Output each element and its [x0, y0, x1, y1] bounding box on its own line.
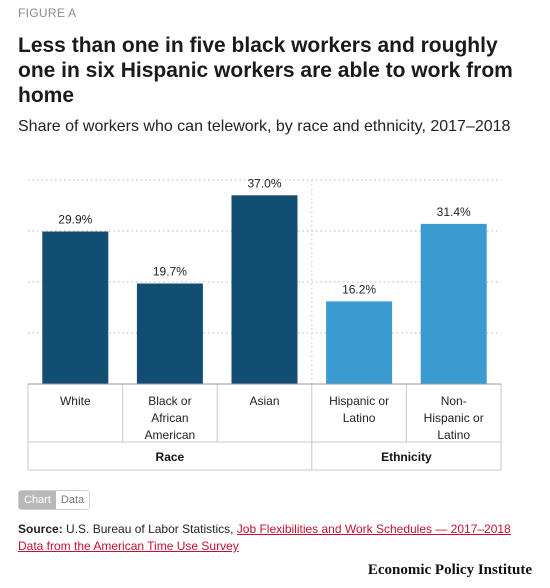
data-label: 37.0%	[247, 176, 281, 190]
category-label: African	[151, 411, 188, 425]
bar	[42, 231, 109, 384]
category-label: White	[60, 394, 91, 408]
source-link[interactable]: Job Flexibilities and Work Schedules — 2…	[18, 522, 511, 553]
category-label: Latino	[437, 428, 470, 442]
category-label: Black or	[148, 394, 191, 408]
view-toggle: Chart Data	[18, 490, 91, 510]
data-label: 16.2%	[342, 282, 376, 296]
category-label: Hispanic or	[329, 394, 389, 408]
brand-wordmark: Economic Policy Institute	[367, 562, 532, 578]
chart-view-tab[interactable]: Chart	[19, 491, 56, 509]
bar	[231, 195, 298, 384]
data-label: 19.7%	[153, 265, 187, 279]
data-label: 31.4%	[437, 205, 471, 219]
category-label: Latino	[343, 411, 376, 425]
source-note: Source: U.S. Bureau of Labor Statistics,…	[18, 521, 518, 555]
source-label: Source:	[18, 522, 63, 536]
bar	[420, 223, 487, 384]
category-label: Non-	[441, 394, 467, 408]
bar	[136, 283, 203, 384]
group-label: Race	[156, 450, 185, 464]
data-label: 29.9%	[58, 213, 92, 227]
group-label: Ethnicity	[381, 450, 432, 464]
figure-label: FIGURE A	[18, 6, 77, 20]
bar-chart: 29.9% White 19.7% Black or African American 37…	[27, 176, 502, 471]
bar	[326, 301, 393, 384]
category-label: Asian	[249, 394, 279, 408]
chart-title: Less than one in five black workers and …	[18, 34, 513, 107]
chart-subtitle: Share of workers who can telework, by ra…	[18, 118, 511, 135]
source-text: U.S. Bureau of Labor Statistics,	[66, 522, 234, 536]
category-label: Hispanic or	[424, 411, 484, 425]
data-view-tab[interactable]: Data	[55, 491, 90, 509]
category-label: American	[145, 428, 196, 442]
